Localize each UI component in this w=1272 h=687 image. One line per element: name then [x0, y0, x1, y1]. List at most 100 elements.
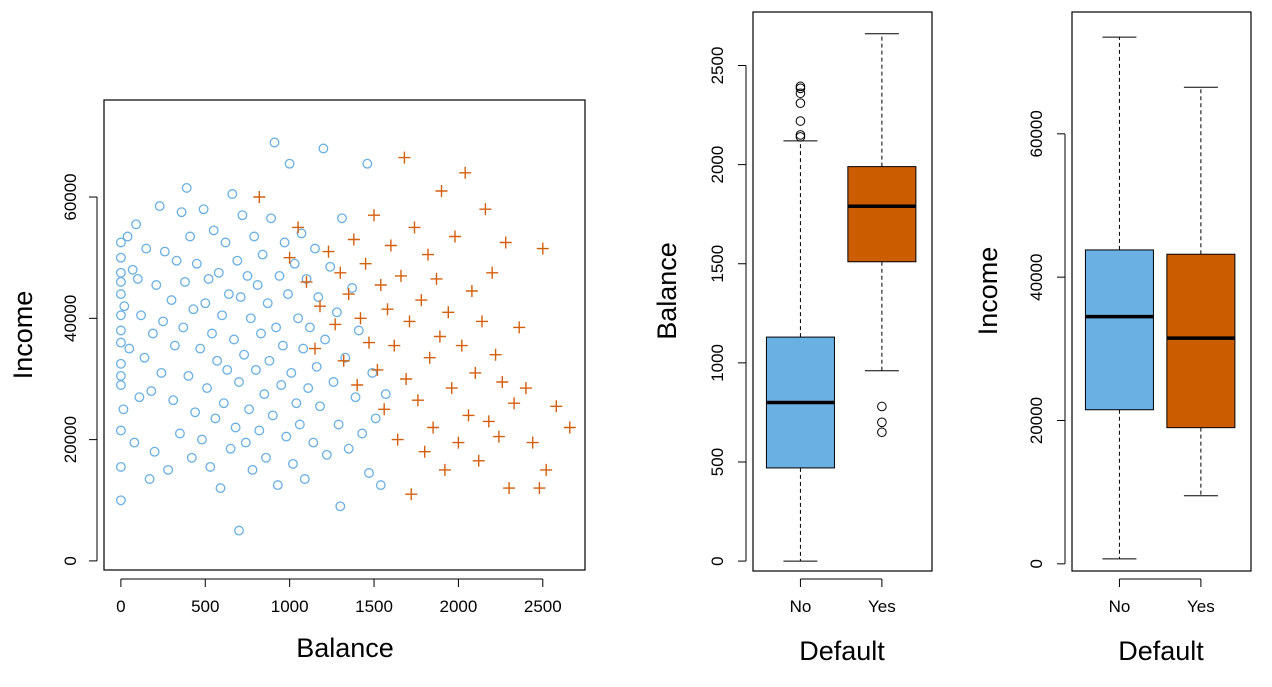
point-no-11	[115, 267, 126, 278]
point-yes-59	[508, 397, 521, 410]
point-no-32	[156, 367, 167, 378]
point-no-78	[239, 349, 250, 360]
point-yes-9	[337, 354, 350, 367]
point-no-58	[207, 328, 217, 339]
point-no-111	[294, 419, 305, 430]
point-no-63	[215, 483, 226, 494]
point-yes-21	[384, 239, 397, 252]
point-no-102	[279, 237, 290, 248]
point-yes-31	[415, 294, 428, 307]
balance-outlier	[877, 427, 887, 438]
income-box-yes	[1166, 86, 1236, 497]
point-no-82	[245, 313, 256, 324]
point-no-62	[213, 267, 224, 278]
point-no-48	[188, 304, 199, 315]
point-yes-57	[499, 236, 512, 249]
income-boxplot-frame	[1071, 11, 1252, 572]
point-no-81	[244, 404, 255, 415]
point-no-117	[304, 322, 315, 333]
point-no-86	[252, 280, 263, 290]
point-no-27	[146, 386, 157, 397]
point-no-121	[313, 292, 324, 303]
point-no-141	[370, 413, 381, 424]
point-no-91	[261, 452, 271, 463]
point-no-38	[169, 340, 180, 351]
point-yes-60	[513, 321, 526, 334]
point-yes-29	[408, 221, 421, 234]
point-yes-27	[403, 315, 416, 328]
point-no-47	[186, 452, 197, 463]
point-no-42	[178, 322, 189, 333]
point-yes-11	[347, 233, 360, 246]
point-no-122	[315, 401, 325, 412]
balance-outlier	[795, 130, 806, 140]
point-no-25	[141, 243, 152, 254]
point-yes-12	[351, 379, 364, 391]
point-yes-40	[442, 306, 455, 319]
point-yes-25	[398, 151, 411, 164]
point-no-36	[166, 295, 177, 306]
balance-y-tick-label: 500	[708, 448, 727, 476]
income-x-tick-label: Yes	[1187, 597, 1215, 616]
point-no-127	[328, 377, 339, 387]
point-yes-52	[482, 415, 495, 428]
point-no-93	[264, 355, 275, 366]
point-no-54	[200, 298, 211, 309]
point-no-80	[242, 270, 253, 281]
point-no-5	[115, 358, 126, 369]
point-yes-64	[536, 242, 549, 255]
point-no-125	[321, 449, 332, 460]
balance-x-tick-label: No	[790, 597, 812, 616]
point-no-79	[240, 437, 251, 448]
point-yes-22	[388, 339, 401, 352]
point-no-129	[333, 419, 344, 430]
point-no-114	[299, 474, 310, 484]
point-no-98	[272, 480, 283, 491]
point-yes-15	[363, 336, 375, 349]
point-no-19	[129, 437, 140, 448]
point-yes-19	[378, 403, 391, 416]
balance-x-tick-label: Yes	[868, 597, 896, 616]
point-no-132	[340, 352, 351, 363]
point-no-57	[205, 461, 216, 472]
balance-boxplot-boxes	[765, 33, 917, 562]
point-no-101	[277, 340, 288, 351]
point-no-75	[234, 377, 244, 387]
point-no-13	[115, 237, 126, 248]
balance-boxplot-x-axis: No Yes	[790, 578, 896, 616]
scatter-y-tick-label: 60000	[61, 173, 80, 220]
point-yes-24	[395, 269, 407, 282]
point-yes-28	[405, 488, 418, 501]
point-no-28	[147, 328, 158, 339]
income-boxplot-y-axis: 0 20000 40000 60000	[1027, 110, 1066, 569]
point-yes-38	[435, 185, 448, 197]
point-yes-65	[540, 463, 553, 476]
point-yes-18	[374, 279, 387, 291]
point-no-30	[151, 280, 162, 290]
point-no-143	[380, 389, 391, 400]
point-no-96	[269, 137, 280, 148]
point-no-118	[308, 437, 319, 448]
point-no-83	[247, 464, 258, 475]
point-no-131	[337, 213, 347, 224]
point-no-9	[115, 289, 126, 300]
income-iqr-box	[1166, 253, 1236, 429]
point-no-33	[158, 316, 169, 327]
point-yes-1	[283, 251, 296, 264]
scatter-x-tick-label: 0	[116, 597, 125, 616]
point-no-95	[267, 410, 278, 421]
point-yes-30	[411, 394, 424, 407]
point-no-51	[195, 343, 206, 354]
point-no-138	[362, 158, 373, 169]
point-no-53	[198, 204, 209, 215]
scatter-x-axis: 0 500 1000 1500 2000 2500	[116, 578, 562, 616]
point-yes-34	[423, 351, 436, 364]
point-no-20	[131, 219, 142, 230]
point-no-72	[230, 422, 241, 433]
point-yes-14	[359, 257, 372, 270]
point-yes-35	[427, 421, 440, 434]
point-no-41	[176, 207, 187, 218]
point-yes-48	[469, 366, 482, 379]
point-no-60	[210, 413, 221, 424]
